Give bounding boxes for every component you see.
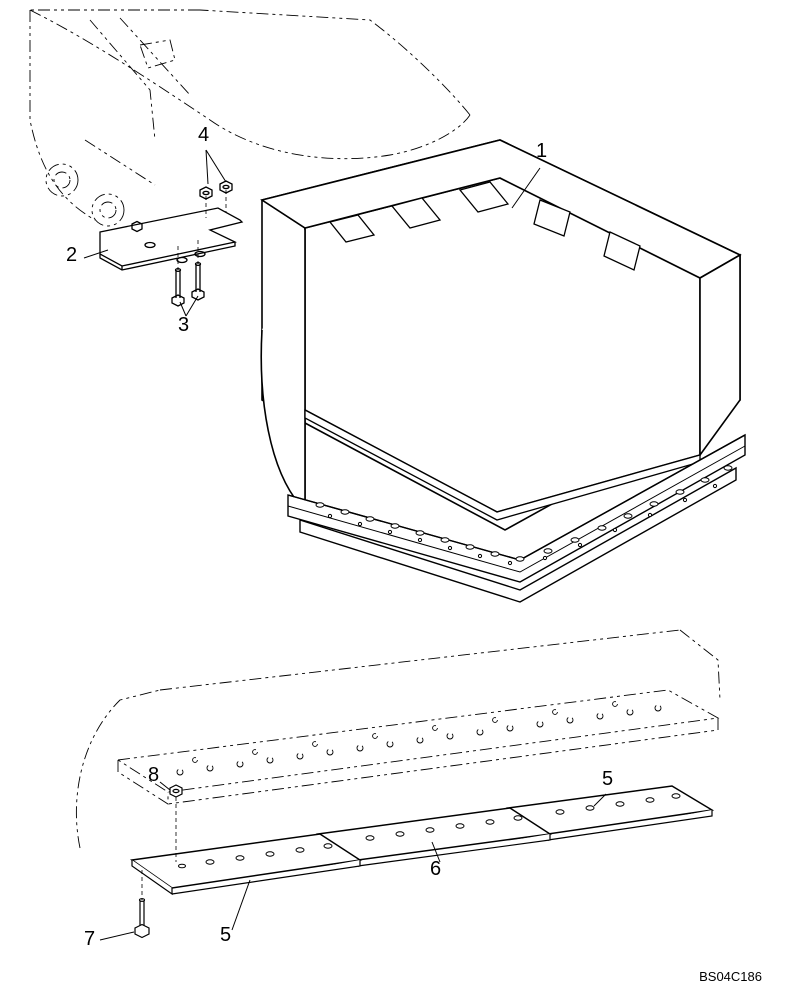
bolts-below [172,263,204,306]
bolt-item-7 [135,899,149,938]
blade-segments [132,786,712,894]
bucket [261,140,745,602]
callout-5b: 5 [220,924,231,947]
callout-1: 1 [536,140,547,163]
callout-2: 2 [66,244,77,267]
callout-6: 6 [430,858,441,881]
diagram-container: 1 2 3 4 5 5 6 7 8 BS04C186 [0,0,796,1000]
technical-drawing-svg [0,0,796,1000]
drawing-id: BS04C186 [699,969,762,984]
callout-3: 3 [178,314,189,337]
nuts-top [200,181,232,199]
mounting-plate-assembly [100,181,242,306]
callout-8: 8 [148,764,159,787]
callout-4: 4 [198,124,209,147]
callout-7: 7 [84,928,95,951]
nut-item-8 [170,785,182,797]
callout-5a: 5 [602,768,613,791]
